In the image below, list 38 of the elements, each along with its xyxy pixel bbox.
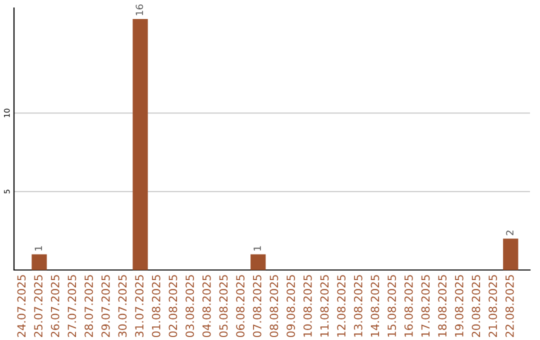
x-tick-label: 01.08.2025 bbox=[152, 275, 160, 338]
bar bbox=[132, 18, 148, 270]
x-tick-label: 11.08.2025 bbox=[320, 275, 329, 337]
x-tick-label: 03.08.2025 bbox=[186, 275, 194, 338]
bar bbox=[250, 254, 266, 270]
x-tick-label: 31.07.2025 bbox=[135, 275, 144, 337]
x-tick-label: 28.07.2025 bbox=[84, 275, 93, 337]
x-tick-label: 25.07.2025 bbox=[34, 275, 42, 337]
x-tick-label: 12.08.2025 bbox=[337, 275, 346, 337]
x-tick-label: 30.07.2025 bbox=[118, 275, 127, 337]
x-tick-label: 09.08.2025 bbox=[286, 275, 296, 338]
x-tick-label: 24.07.2025 bbox=[17, 275, 26, 337]
data-label: 1 bbox=[254, 246, 261, 250]
x-tick-label: 05.08.2025 bbox=[219, 275, 228, 338]
data-label: 1 bbox=[34, 246, 42, 250]
x-tick-label: 27.07.2025 bbox=[68, 275, 76, 337]
x-tick-label: 17.08.2025 bbox=[421, 275, 430, 337]
x-tick-label: 29.07.2025 bbox=[101, 275, 110, 337]
x-tick-label: 21.08.2025 bbox=[488, 275, 498, 337]
x-tick-label: 02.08.2025 bbox=[168, 275, 178, 338]
x-tick-label: 04.08.2025 bbox=[202, 275, 211, 338]
x-tick-label: 14.08.2025 bbox=[370, 275, 380, 337]
x-tick-label: 13.08.2025 bbox=[354, 275, 362, 337]
bar bbox=[503, 238, 518, 270]
x-tick-label: 19.08.2025 bbox=[454, 275, 464, 337]
x-tick-label: 08.08.2025 bbox=[270, 275, 278, 338]
x-tick-label: 20.08.2025 bbox=[472, 275, 480, 337]
x-tick-label: 22.08.2025 bbox=[505, 275, 514, 337]
x-tick-label: 18.08.2025 bbox=[438, 275, 447, 337]
x-tick-label: 06.08.2025 bbox=[236, 275, 244, 338]
data-label: 16 bbox=[136, 4, 144, 16]
bar bbox=[32, 254, 47, 270]
x-tick-label: 07.08.2025 bbox=[252, 275, 262, 338]
data-label: 2 bbox=[506, 230, 514, 236]
x-tick-label: 16.08.2025 bbox=[404, 275, 413, 337]
x-tick-label: 15.08.2025 bbox=[388, 275, 396, 337]
x-tick-label: 26.07.2025 bbox=[50, 275, 60, 337]
x-tick-label: 10.08.2025 bbox=[303, 275, 312, 337]
